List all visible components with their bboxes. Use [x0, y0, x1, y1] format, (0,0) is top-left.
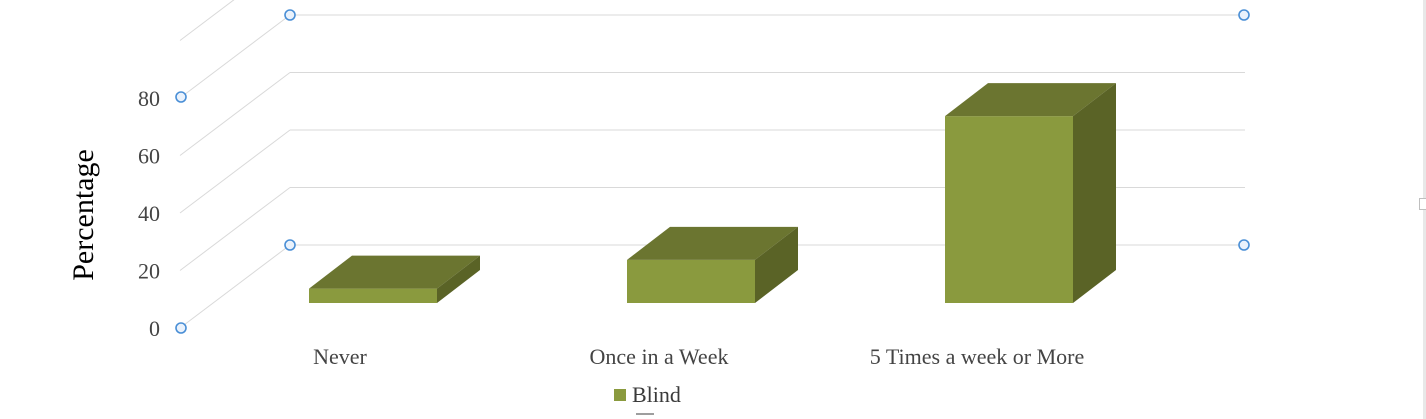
selection-handle[interactable]: [1238, 239, 1250, 251]
selection-handle[interactable]: [175, 322, 187, 334]
y-tick-label: 40: [138, 201, 160, 226]
legend-label-blind: Blind: [632, 382, 681, 407]
selection-handle[interactable]: [284, 9, 296, 21]
x-tick-label: Once in a Week: [590, 344, 729, 369]
gridline-side: [179, 129, 291, 214]
y-tick-label: 0: [149, 316, 160, 341]
gridline-side: [179, 187, 291, 271]
x-tick-label: 5 Times a week or More: [870, 344, 1084, 369]
bar-top: [309, 255, 480, 289]
y-tick-label: 60: [138, 144, 160, 169]
x-tick-label: Never: [313, 344, 367, 369]
bar-front: [309, 288, 437, 303]
y-tick-label: 20: [138, 259, 160, 284]
bar-side: [437, 255, 480, 303]
gridline-side: [179, 72, 291, 156]
bar-front: [627, 259, 755, 303]
y-tick-label: 80: [138, 86, 160, 111]
y-axis-title: Percentage: [67, 149, 100, 281]
gridline-side: [179, 14, 291, 99]
gridline-side: [179, 0, 235, 41]
y-axis-title-container: Percentage: [62, 120, 106, 310]
bar-side: [755, 226, 798, 303]
bar-top: [627, 226, 798, 260]
selection-handle[interactable]: [1238, 9, 1250, 21]
legend-partial-entry: [636, 413, 654, 415]
legend[interactable]: Blind: [614, 382, 681, 408]
bar-side: [1073, 83, 1116, 303]
selection-handle[interactable]: [175, 91, 187, 103]
legend-swatch-blind: [614, 389, 626, 401]
resize-handle[interactable]: [1419, 198, 1426, 210]
selection-handle[interactable]: [284, 239, 296, 251]
bar-front: [945, 116, 1073, 303]
bar-top: [945, 83, 1116, 117]
gridline-side: [179, 244, 291, 329]
